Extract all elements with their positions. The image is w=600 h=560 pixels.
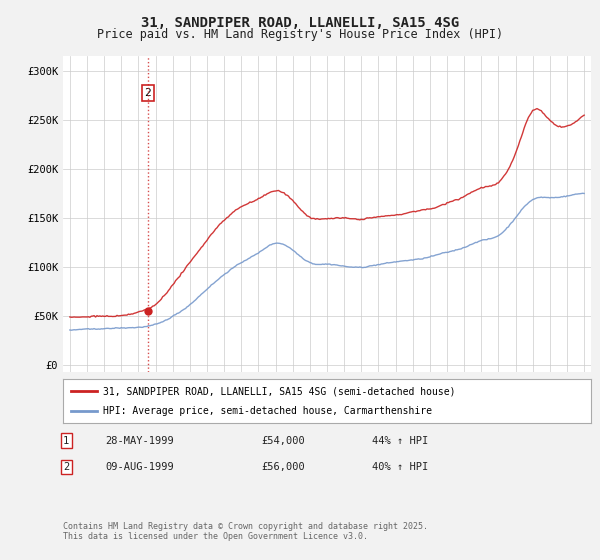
Text: 2: 2 <box>63 462 69 472</box>
Text: 2: 2 <box>145 88 151 98</box>
Text: 40% ↑ HPI: 40% ↑ HPI <box>372 462 428 472</box>
Text: 31, SANDPIPER ROAD, LLANELLI, SA15 4SG (semi-detached house): 31, SANDPIPER ROAD, LLANELLI, SA15 4SG (… <box>103 386 455 396</box>
Text: 1: 1 <box>63 436 69 446</box>
Text: £54,000: £54,000 <box>261 436 305 446</box>
Text: 44% ↑ HPI: 44% ↑ HPI <box>372 436 428 446</box>
Text: 28-MAY-1999: 28-MAY-1999 <box>105 436 174 446</box>
Text: 09-AUG-1999: 09-AUG-1999 <box>105 462 174 472</box>
Text: HPI: Average price, semi-detached house, Carmarthenshire: HPI: Average price, semi-detached house,… <box>103 407 431 417</box>
Text: Price paid vs. HM Land Registry's House Price Index (HPI): Price paid vs. HM Land Registry's House … <box>97 28 503 41</box>
Text: 31, SANDPIPER ROAD, LLANELLI, SA15 4SG: 31, SANDPIPER ROAD, LLANELLI, SA15 4SG <box>141 16 459 30</box>
Text: £56,000: £56,000 <box>261 462 305 472</box>
Text: Contains HM Land Registry data © Crown copyright and database right 2025.
This d: Contains HM Land Registry data © Crown c… <box>63 522 428 542</box>
